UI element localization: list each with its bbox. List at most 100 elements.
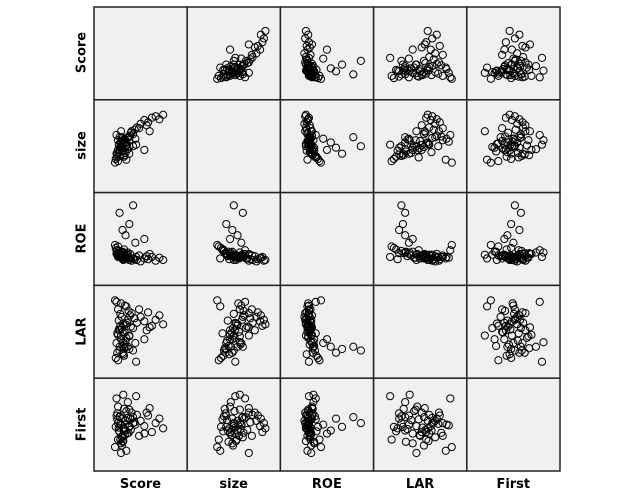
data-point [224, 247, 233, 256]
panel-background [93, 6, 188, 101]
data-point [482, 302, 492, 311]
data-point [231, 392, 240, 401]
data-point [510, 315, 520, 324]
data-point [124, 306, 133, 315]
data-point [304, 299, 313, 308]
data-point [515, 348, 524, 357]
data-point [486, 240, 495, 250]
y-axis-label-size: size [74, 131, 90, 160]
data-point [229, 309, 238, 318]
data-point [155, 311, 164, 320]
data-point [225, 234, 235, 244]
data-point [417, 408, 426, 417]
data-point [261, 26, 270, 36]
y-axis-label-ROE: ROE [74, 223, 90, 254]
data-point [331, 143, 341, 152]
data-point [240, 297, 250, 306]
data-point [447, 442, 456, 452]
data-point [434, 408, 444, 417]
data-point [225, 335, 235, 344]
data-point [397, 56, 406, 65]
data-point [301, 436, 311, 446]
data-point [145, 249, 154, 259]
data-point [304, 392, 314, 401]
data-point [401, 413, 410, 422]
data-point [516, 133, 526, 142]
panel-LAR-vs-First [466, 284, 561, 379]
data-point [315, 435, 324, 444]
data-point [428, 256, 437, 265]
panel-ROE-vs-LAR [372, 191, 468, 287]
data-point [116, 448, 126, 458]
data-point [140, 429, 149, 438]
data-point [441, 155, 450, 164]
data-point [507, 219, 516, 229]
data-point [128, 323, 138, 333]
data-point [111, 353, 120, 363]
data-point [132, 255, 141, 265]
data-point [147, 321, 156, 330]
data-point [301, 110, 311, 119]
data-point [305, 121, 314, 130]
data-point [408, 45, 417, 54]
data-point [116, 309, 125, 318]
data-point [231, 319, 241, 328]
data-point [408, 145, 417, 155]
panel-First-vs-First [466, 377, 561, 472]
data-point [112, 394, 121, 403]
data-point [256, 311, 265, 320]
data-point [525, 249, 535, 259]
data-point [331, 414, 341, 423]
data-point [515, 30, 524, 39]
data-point [301, 315, 310, 324]
data-point [307, 68, 316, 77]
data-point [231, 357, 240, 366]
data-point [405, 390, 414, 399]
data-point [504, 340, 513, 349]
data-point [123, 315, 132, 324]
data-point [247, 305, 256, 314]
data-point [505, 320, 514, 329]
data-point [437, 61, 446, 70]
data-point [422, 427, 431, 437]
panel-LAR-vs-size [186, 284, 282, 379]
data-point [521, 252, 530, 261]
data-point [256, 414, 265, 423]
panel-LAR-vs-LAR [372, 284, 468, 379]
data-point [434, 69, 443, 78]
data-point [496, 312, 505, 321]
data-point [444, 421, 453, 430]
data-point [482, 63, 492, 72]
data-point [238, 413, 247, 422]
data-point [494, 356, 503, 365]
data-point [228, 348, 237, 357]
data-point [482, 254, 492, 263]
data-point [505, 255, 514, 265]
panel-background [372, 6, 468, 101]
panel-ROE-vs-First [466, 191, 561, 287]
data-point [421, 128, 430, 137]
data-point [131, 238, 140, 247]
data-point [222, 422, 231, 431]
data-point [304, 136, 313, 145]
data-point [307, 127, 316, 136]
data-point [515, 115, 524, 124]
data-point [507, 149, 516, 158]
data-point [312, 152, 321, 161]
data-point [389, 154, 398, 164]
data-point [428, 133, 437, 143]
data-point [516, 323, 526, 333]
data-point [397, 151, 406, 161]
data-point [492, 247, 501, 256]
data-point [500, 234, 509, 244]
panel-size-vs-size [186, 99, 282, 194]
data-point [128, 419, 138, 428]
data-point [115, 208, 124, 217]
data-point [213, 74, 222, 83]
data-point [228, 225, 237, 235]
data-point [438, 50, 447, 59]
data-point [515, 311, 524, 320]
data-point [535, 73, 544, 82]
data-point [225, 429, 235, 438]
data-point [500, 335, 509, 344]
